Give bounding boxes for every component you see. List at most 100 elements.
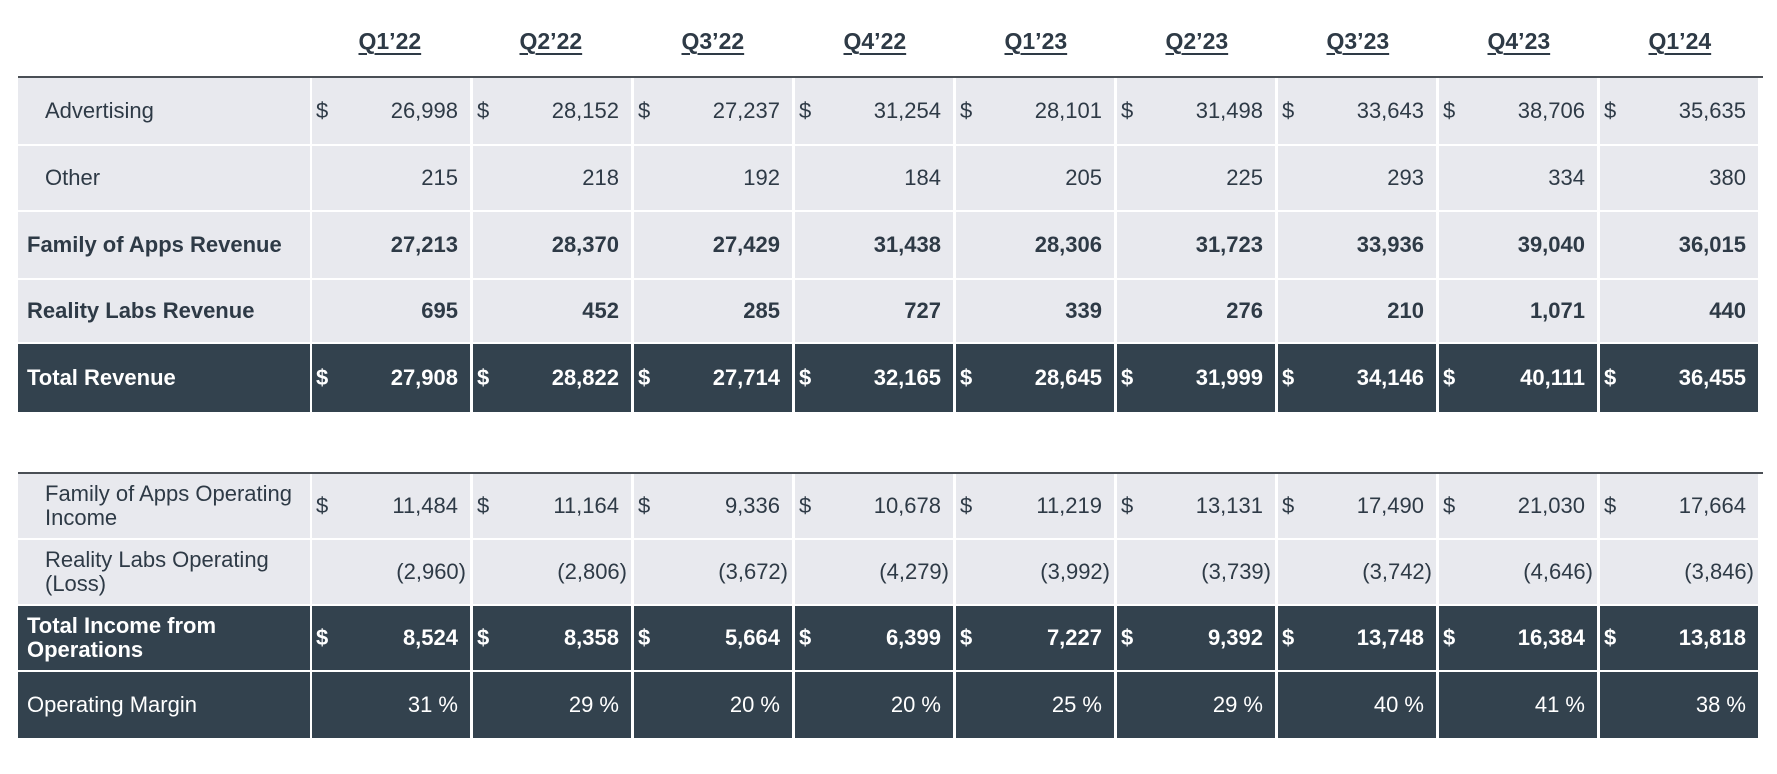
- row-label: Total Revenue: [18, 344, 310, 412]
- cell-value: 40 %: [1373, 692, 1424, 717]
- value-cell: 380: [1600, 146, 1758, 210]
- cell-value: 11,484: [392, 493, 458, 518]
- value-cell: $11,164: [473, 474, 631, 538]
- value-cell: 31 %: [312, 672, 470, 738]
- value-cell: 210: [1278, 280, 1436, 342]
- value-cell: $8,524: [312, 606, 470, 670]
- cell-value: 13,131: [1195, 493, 1263, 518]
- row-advertising: Advertising $26,998 $28,152 $27,237 $31,254 $…: [0, 78, 1777, 144]
- currency-symbol: $: [1604, 365, 1617, 390]
- cell-value: 27,908: [390, 365, 458, 390]
- cell-value: 32,165: [873, 365, 941, 390]
- value-cell: $31,254: [795, 78, 953, 144]
- cell-value: 41 %: [1534, 692, 1585, 717]
- value-cell: $17,490: [1278, 474, 1436, 538]
- value-cell: $16,384: [1439, 606, 1597, 670]
- cell-value: 31,254: [873, 98, 941, 123]
- currency-symbol: $: [960, 625, 973, 650]
- row-label: Other: [18, 146, 310, 210]
- value-cell: $34,146: [1278, 344, 1436, 412]
- cell-value: 192: [743, 165, 780, 190]
- currency-symbol: $: [477, 493, 490, 518]
- value-cell: 339: [956, 280, 1114, 342]
- cell-value: (4,646): [1523, 559, 1593, 584]
- value-cell: $27,714: [634, 344, 792, 412]
- cell-value: 184: [904, 165, 941, 190]
- value-cell: 452: [473, 280, 631, 342]
- cell-value: 36,455: [1678, 365, 1746, 390]
- quarter-header: Q4’23: [1487, 28, 1551, 54]
- row-label: Family of Apps Operating Income: [18, 474, 310, 538]
- cell-value: 31 %: [407, 692, 458, 717]
- cell-value: 1,071: [1529, 298, 1585, 323]
- value-cell: 29 %: [473, 672, 631, 738]
- cell-value: 285: [743, 298, 780, 323]
- currency-symbol: $: [1443, 365, 1456, 390]
- value-cell: (4,279): [795, 540, 953, 604]
- value-cell: 41 %: [1439, 672, 1597, 738]
- value-cell: 276: [1117, 280, 1275, 342]
- cell-value: 334: [1548, 165, 1585, 190]
- cell-value: 339: [1065, 298, 1102, 323]
- cell-value: 11,164: [553, 493, 619, 518]
- value-cell: $31,999: [1117, 344, 1275, 412]
- cell-value: 205: [1065, 165, 1102, 190]
- value-cell: $21,030: [1439, 474, 1597, 538]
- value-cell: 38 %: [1600, 672, 1758, 738]
- value-cell: 27,213: [312, 212, 470, 278]
- cell-value: 25 %: [1051, 692, 1102, 717]
- cell-value: 293: [1387, 165, 1424, 190]
- value-cell: $31,498: [1117, 78, 1275, 144]
- value-cell: (3,846): [1600, 540, 1758, 604]
- quarter-header: Q2’22: [519, 28, 583, 54]
- value-cell: (3,739): [1117, 540, 1275, 604]
- cell-value: 8,524: [402, 625, 458, 650]
- currency-symbol: $: [1604, 493, 1617, 518]
- cell-value: 210: [1387, 298, 1424, 323]
- value-cell: $28,822: [473, 344, 631, 412]
- value-cell: $36,455: [1600, 344, 1758, 412]
- currency-symbol: $: [1604, 625, 1617, 650]
- currency-symbol: $: [799, 98, 812, 123]
- value-cell: $11,484: [312, 474, 470, 538]
- value-cell: 31,723: [1117, 212, 1275, 278]
- value-cell: 205: [956, 146, 1114, 210]
- cell-value: 28,645: [1034, 365, 1102, 390]
- cell-value: 7,227: [1046, 625, 1102, 650]
- cell-value: (2,960): [396, 559, 466, 584]
- value-cell: $11,219: [956, 474, 1114, 538]
- value-cell: 36,015: [1600, 212, 1758, 278]
- value-cell: $9,392: [1117, 606, 1275, 670]
- value-cell: 225: [1117, 146, 1275, 210]
- value-cell: $32,165: [795, 344, 953, 412]
- currency-symbol: $: [316, 493, 329, 518]
- currency-symbol: $: [1282, 625, 1295, 650]
- currency-symbol: $: [799, 493, 812, 518]
- value-cell: $17,664: [1600, 474, 1758, 538]
- cell-value: 8,358: [563, 625, 619, 650]
- cell-value: 727: [904, 298, 941, 323]
- cell-value: 27,714: [712, 365, 780, 390]
- cell-value: 38 %: [1695, 692, 1746, 717]
- currency-symbol: $: [799, 625, 812, 650]
- value-cell: (3,672): [634, 540, 792, 604]
- cell-value: 40,111: [1520, 365, 1585, 390]
- cell-value: 695: [421, 298, 458, 323]
- quarter-header: Q1’23: [1004, 28, 1068, 54]
- value-cell: $13,818: [1600, 606, 1758, 670]
- cell-value: (3,742): [1362, 559, 1432, 584]
- value-cell: $27,237: [634, 78, 792, 144]
- row-operating-margin: Operating Margin 31 % 29 % 20 % 20 % 25 % 29 %…: [0, 672, 1777, 738]
- quarter-header: Q3’23: [1326, 28, 1390, 54]
- quarter-header: Q3’22: [681, 28, 745, 54]
- currency-symbol: $: [477, 365, 490, 390]
- currency-symbol: $: [1121, 98, 1134, 123]
- cell-value: 218: [582, 165, 619, 190]
- value-cell: (2,806): [473, 540, 631, 604]
- cell-value: 27,213: [390, 232, 458, 257]
- value-cell: 218: [473, 146, 631, 210]
- cell-value: 39,040: [1517, 232, 1585, 257]
- cell-value: (2,806): [557, 559, 627, 584]
- cell-value: (4,279): [879, 559, 949, 584]
- revenue-table-top-rule: [18, 76, 1763, 78]
